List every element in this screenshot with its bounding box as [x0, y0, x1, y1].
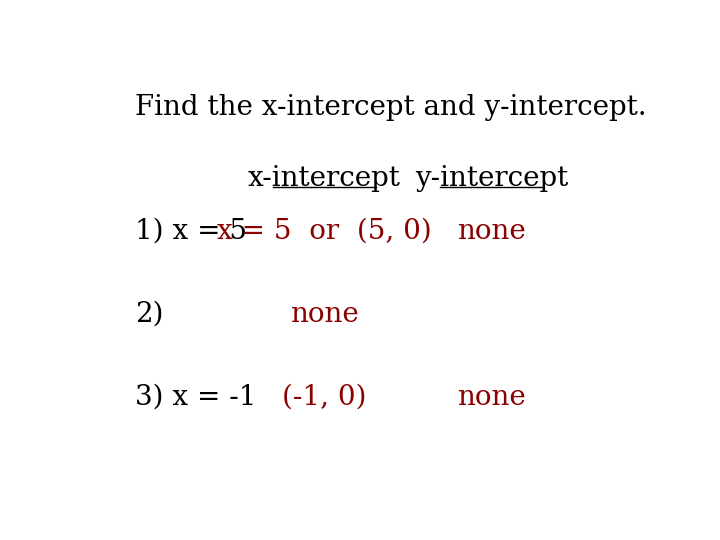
Text: none: none — [457, 218, 526, 245]
Text: 2): 2) — [135, 301, 163, 328]
Text: x-intercept: x-intercept — [248, 165, 401, 192]
Text: none: none — [457, 384, 526, 411]
Text: x = 5  or  (5, 0): x = 5 or (5, 0) — [217, 218, 432, 245]
Text: Find the x-intercept and y-intercept.: Find the x-intercept and y-intercept. — [135, 94, 647, 121]
Text: (-1, 0): (-1, 0) — [282, 384, 366, 411]
Text: 3) x = -1: 3) x = -1 — [135, 384, 256, 411]
Text: y-intercept: y-intercept — [415, 165, 568, 192]
Text: 1) x = 5: 1) x = 5 — [135, 218, 247, 245]
Text: none: none — [290, 301, 359, 328]
